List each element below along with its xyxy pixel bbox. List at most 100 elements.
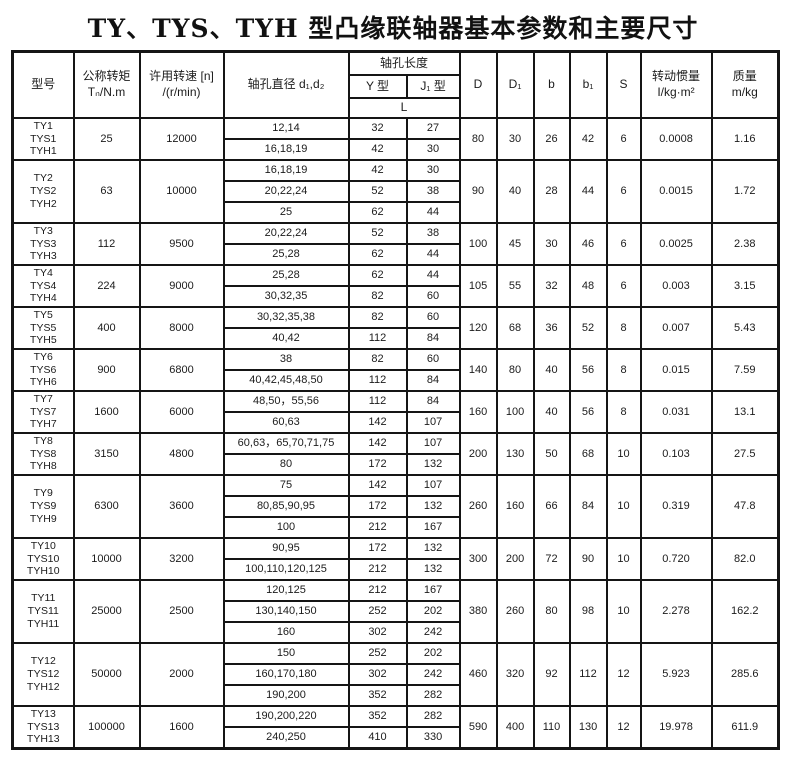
D-cell: 260	[458, 474, 498, 539]
col-header-y-type: Y 型	[347, 74, 408, 99]
b1-cell: 84	[568, 474, 608, 539]
S-cell: 8	[605, 306, 642, 350]
inertia-cell: 0.0015	[639, 159, 713, 224]
bore-diameter-cell: 240,250	[222, 726, 350, 750]
col-header-D: D	[458, 50, 498, 119]
inertia-cell: 0.003	[639, 264, 713, 308]
y-length-cell: 112	[347, 390, 408, 413]
speed-cell: 1600	[138, 705, 225, 750]
S-cell: 12	[605, 642, 642, 707]
y-length-cell: 42	[347, 159, 408, 182]
y-length-cell: 82	[347, 306, 408, 329]
table-row: TY5 TYS5 TYH5 400 8000 30,32,35,38 82 60 120 68 36…	[11, 306, 780, 350]
table-row: TY11 TYS11 TYH11 25000 2500 120,125 212 167 380 2…	[11, 579, 780, 644]
col-header-length-symbol: L	[347, 97, 461, 119]
b1-cell: 56	[568, 390, 608, 434]
model-label: TYH13	[26, 733, 60, 746]
bore-diameter-cell: 20,22,24	[222, 180, 350, 203]
bore-diameter-cell: 80	[222, 453, 350, 476]
S-cell: 12	[605, 705, 642, 750]
D-cell: 80	[458, 117, 498, 161]
y-length-cell: 32	[347, 117, 408, 140]
model-label: TYH6	[29, 376, 57, 389]
model-label: TYH1	[29, 145, 57, 158]
y-length-cell: 52	[347, 222, 408, 245]
j1-length-cell: 27	[405, 117, 461, 140]
j1-length-cell: 202	[405, 600, 461, 623]
bore-diameter-cell: 30,32,35,38	[222, 306, 350, 329]
bore-diameter-cell: 38	[222, 348, 350, 371]
S-cell: 10	[605, 474, 642, 539]
table-row: 160,170,180 302 242	[13, 663, 779, 686]
model-label: TYH8	[29, 460, 57, 473]
y-length-cell: 142	[347, 474, 408, 497]
S-cell: 6	[605, 264, 642, 308]
D1-cell: 80	[495, 348, 535, 392]
mass-cell: 611.9	[710, 705, 780, 750]
y-length-cell: 82	[347, 348, 408, 371]
y-length-cell: 112	[347, 369, 408, 392]
table-row: TY9 TYS9 TYH9 6300 3600 75 142 107 260 160 66 84 10 0…	[11, 474, 780, 539]
model-label: TYH9	[29, 512, 57, 525]
inertia-cell: 0.015	[639, 348, 713, 392]
b-cell: 40	[532, 390, 571, 434]
bore-diameter-cell: 30,32,35	[222, 285, 350, 308]
D-cell: 380	[458, 579, 498, 644]
inertia-cell: 0.007	[639, 306, 713, 350]
torque-cell: 50000	[72, 642, 141, 707]
D1-cell: 55	[495, 264, 535, 308]
bore-diameter-cell: 190,200,220	[222, 705, 350, 728]
b-cell: 26	[532, 117, 571, 161]
b-cell: 50	[532, 432, 571, 476]
model-cell: TY2 TYS2 TYH2	[11, 159, 75, 224]
mass-cell: 2.38	[710, 222, 780, 266]
S-cell: 10	[605, 579, 642, 644]
j1-length-cell: 132	[405, 537, 461, 560]
bore-diameter-cell: 16,18,19	[222, 138, 350, 161]
bore-diameter-cell: 60,63	[222, 411, 350, 434]
D-cell: 200	[458, 432, 498, 476]
torque-cell: 400	[72, 306, 141, 350]
table-row: 60,63 142 107	[13, 411, 779, 434]
b1-cell: 52	[568, 306, 608, 350]
speed-cell: 3200	[138, 537, 225, 581]
table-row: 40,42,45,48,50 112 84	[13, 369, 779, 392]
D1-cell: 130	[495, 432, 535, 476]
j1-length-cell: 30	[405, 138, 461, 161]
table-row: 30,32,35 82 60	[13, 285, 779, 308]
D1-cell: 320	[495, 642, 535, 707]
model-label: TY7	[33, 392, 53, 405]
model-label: TY4	[33, 266, 53, 279]
b-cell: 32	[532, 264, 571, 308]
model-label: TYH4	[29, 292, 57, 305]
torque-cell: 1600	[72, 390, 141, 434]
model-label: TY9	[33, 487, 53, 500]
table-row: TY2 TYS2 TYH2 63 10000 16,18,19 42 30 90 40 28 44 6 0…	[11, 159, 780, 224]
b1-cell: 46	[568, 222, 608, 266]
torque-cell: 63	[72, 159, 141, 224]
b-cell: 66	[532, 474, 571, 539]
model-label: TYS7	[30, 405, 57, 418]
table-row: 80 172 132	[13, 453, 779, 476]
j1-length-cell: 107	[405, 411, 461, 434]
torque-cell: 224	[72, 264, 141, 308]
model-label: TYH11	[27, 617, 60, 630]
D1-cell: 30	[495, 117, 535, 161]
speed-cell: 9500	[138, 222, 225, 266]
mass-cell: 162.2	[710, 579, 780, 644]
model-label: TY10	[30, 539, 56, 552]
model-cell: TY8 TYS8 TYH8	[11, 432, 75, 476]
j1-length-cell: 282	[405, 705, 461, 728]
S-cell: 8	[605, 390, 642, 434]
b1-cell: 44	[568, 159, 608, 224]
j1-length-cell: 282	[405, 684, 461, 707]
col-header-inertia: 转动惯量 I/kg·m²	[639, 50, 713, 119]
col-header-j1-type: J₁ 型	[405, 74, 461, 99]
model-label: TYS6	[30, 363, 57, 376]
model-label: TY1	[33, 119, 53, 132]
model-cell: TY13 TYS13 TYH13	[11, 705, 75, 750]
b1-cell: 68	[568, 432, 608, 476]
torque-cell: 112	[72, 222, 141, 266]
model-cell: TY3 TYS3 TYH3	[11, 222, 75, 266]
bore-diameter-cell: 12,14	[222, 117, 350, 140]
